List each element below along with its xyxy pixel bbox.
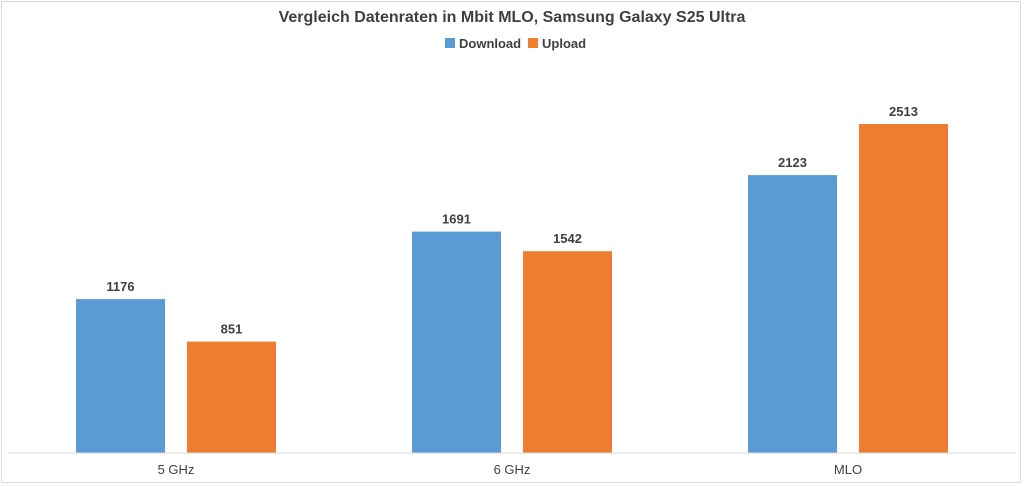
legend-swatch-upload (528, 38, 538, 48)
value-label-upload-6-ghz: 1542 (553, 231, 582, 246)
bar-download-5-ghz (76, 299, 165, 453)
bar-download-6-ghz (412, 231, 501, 453)
bars (76, 124, 948, 453)
legend-swatch-download (445, 38, 455, 48)
category-label-5-ghz: 5 GHz (158, 462, 195, 477)
legend-label-download: Download (459, 36, 521, 51)
bar-upload-6-ghz (523, 251, 612, 453)
value-label-download-5-ghz: 1176 (106, 279, 134, 294)
category-label-6-ghz: 6 GHz (494, 462, 531, 477)
category-labels: 5 GHz 6 GHz MLO (158, 462, 863, 477)
legend: Download Upload (445, 36, 586, 51)
bar-upload-5-ghz (187, 341, 276, 453)
value-label-download-mlo: 2123 (778, 155, 807, 170)
value-label-upload-mlo: 2513 (889, 104, 918, 119)
value-labels: 1176 851 1691 1542 2123 2513 (106, 104, 918, 337)
value-label-upload-5-ghz: 851 (221, 322, 243, 337)
value-label-download-6-ghz: 1691 (442, 212, 471, 227)
chart-title: Vergleich Datenraten in Mbit MLO, Samsun… (279, 9, 746, 26)
category-label-mlo: MLO (834, 462, 862, 477)
legend-label-upload: Upload (542, 36, 586, 51)
bar-upload-mlo (859, 124, 948, 453)
bar-download-mlo (748, 175, 837, 453)
